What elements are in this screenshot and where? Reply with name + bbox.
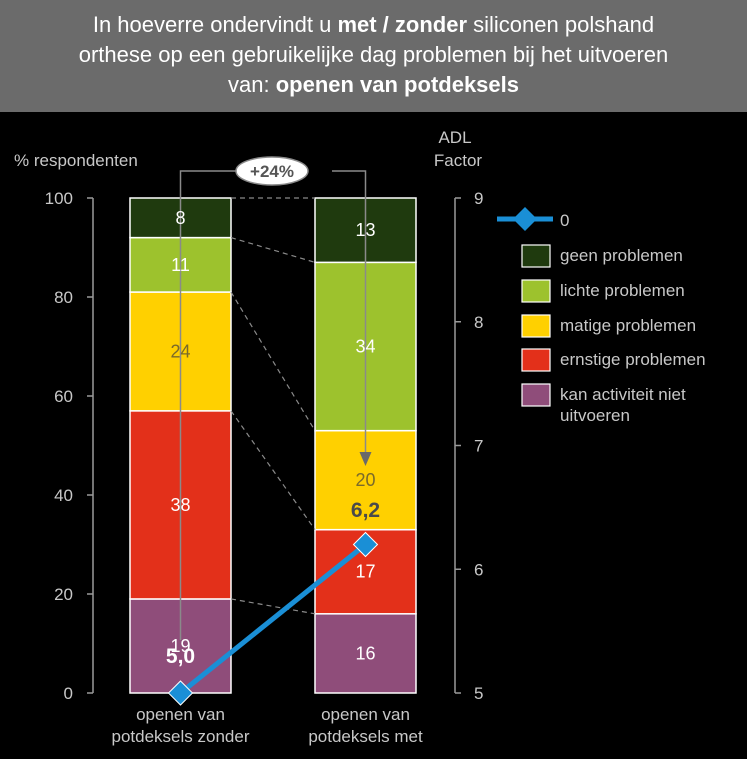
legend-label: lichte problemen (560, 281, 685, 300)
x-category-label: potdeksels zonder (112, 727, 250, 746)
bracket-arrowhead (359, 452, 372, 466)
legend-swatch (521, 279, 551, 303)
adl-marker (167, 680, 194, 706)
y-tick-label: 20 (54, 585, 73, 604)
title-band: In hoeverre ondervindt u met / zonder si… (0, 0, 747, 112)
y-tick-label: 60 (54, 387, 73, 406)
y-axis-title: % respondenten (14, 151, 138, 170)
legend-label: geen problemen (560, 246, 683, 265)
legend-swatch (521, 244, 551, 268)
y2-tick-label: 8 (474, 313, 483, 332)
legend-line-marker (513, 207, 537, 231)
legend-label: matige problemen (560, 316, 696, 335)
bar-segment (314, 613, 417, 694)
bracket-line-left (179, 170, 240, 640)
segment-value-label: 17 (355, 562, 375, 582)
segment-connector (230, 598, 316, 615)
annotation-label: +24% (250, 162, 294, 181)
segment-connector (230, 237, 316, 263)
legend-swatch (521, 383, 551, 407)
y-tick-label: 100 (45, 189, 73, 208)
segment-value-label: 38 (170, 495, 190, 515)
segment-value-label: 8 (175, 208, 185, 228)
x-category-label: potdeksels met (308, 727, 423, 746)
legend-label: 0 (560, 211, 569, 230)
adl-line (178, 542, 368, 695)
segment-value-label: 11 (171, 255, 190, 275)
x-category-label: openen van (136, 705, 225, 724)
adl-value-label: 5,0 (166, 645, 195, 668)
segment-value-label: 19 (170, 636, 190, 656)
y-tick-label: 40 (54, 486, 73, 505)
segment-connector (230, 410, 316, 530)
segment-value-label: 16 (355, 643, 375, 663)
legend-swatch (521, 314, 551, 338)
title-line-3: van: openen van potdeksels (228, 72, 519, 97)
segment-value-label: 13 (355, 220, 375, 240)
legend-label: kan activiteit niet (560, 385, 686, 404)
legend-label: uitvoeren (560, 406, 630, 425)
x-category-label: openen van (321, 705, 410, 724)
y2-axis-title-line-1: ADL (438, 128, 471, 147)
y2-tick-label: 7 (474, 437, 483, 456)
title-line-1: In hoeverre ondervindt u met / zonder si… (92, 12, 655, 37)
y2-axis-title-line-2: Factor (434, 151, 483, 170)
adl-marker (352, 531, 379, 558)
y-tick-label: 80 (54, 288, 73, 307)
y-tick-label: 0 (64, 684, 73, 703)
segment-value-label: 34 (355, 337, 375, 357)
segment-value-label: 20 (355, 470, 375, 490)
segment-connector (230, 291, 316, 431)
legend-swatch (521, 348, 551, 372)
y2-tick-label: 5 (474, 684, 483, 703)
y2-tick-label: 9 (474, 189, 483, 208)
bracket-line-right (332, 170, 367, 460)
adl-value-label: 6,2 (351, 499, 380, 522)
annotation-bubble (235, 156, 309, 186)
segment-value-label: 24 (170, 341, 190, 361)
y2-tick-label: 6 (474, 560, 483, 579)
legend-label: ernstige problemen (560, 350, 706, 369)
title-line-2: orthese op een gebruikelijke dag problem… (78, 42, 669, 67)
